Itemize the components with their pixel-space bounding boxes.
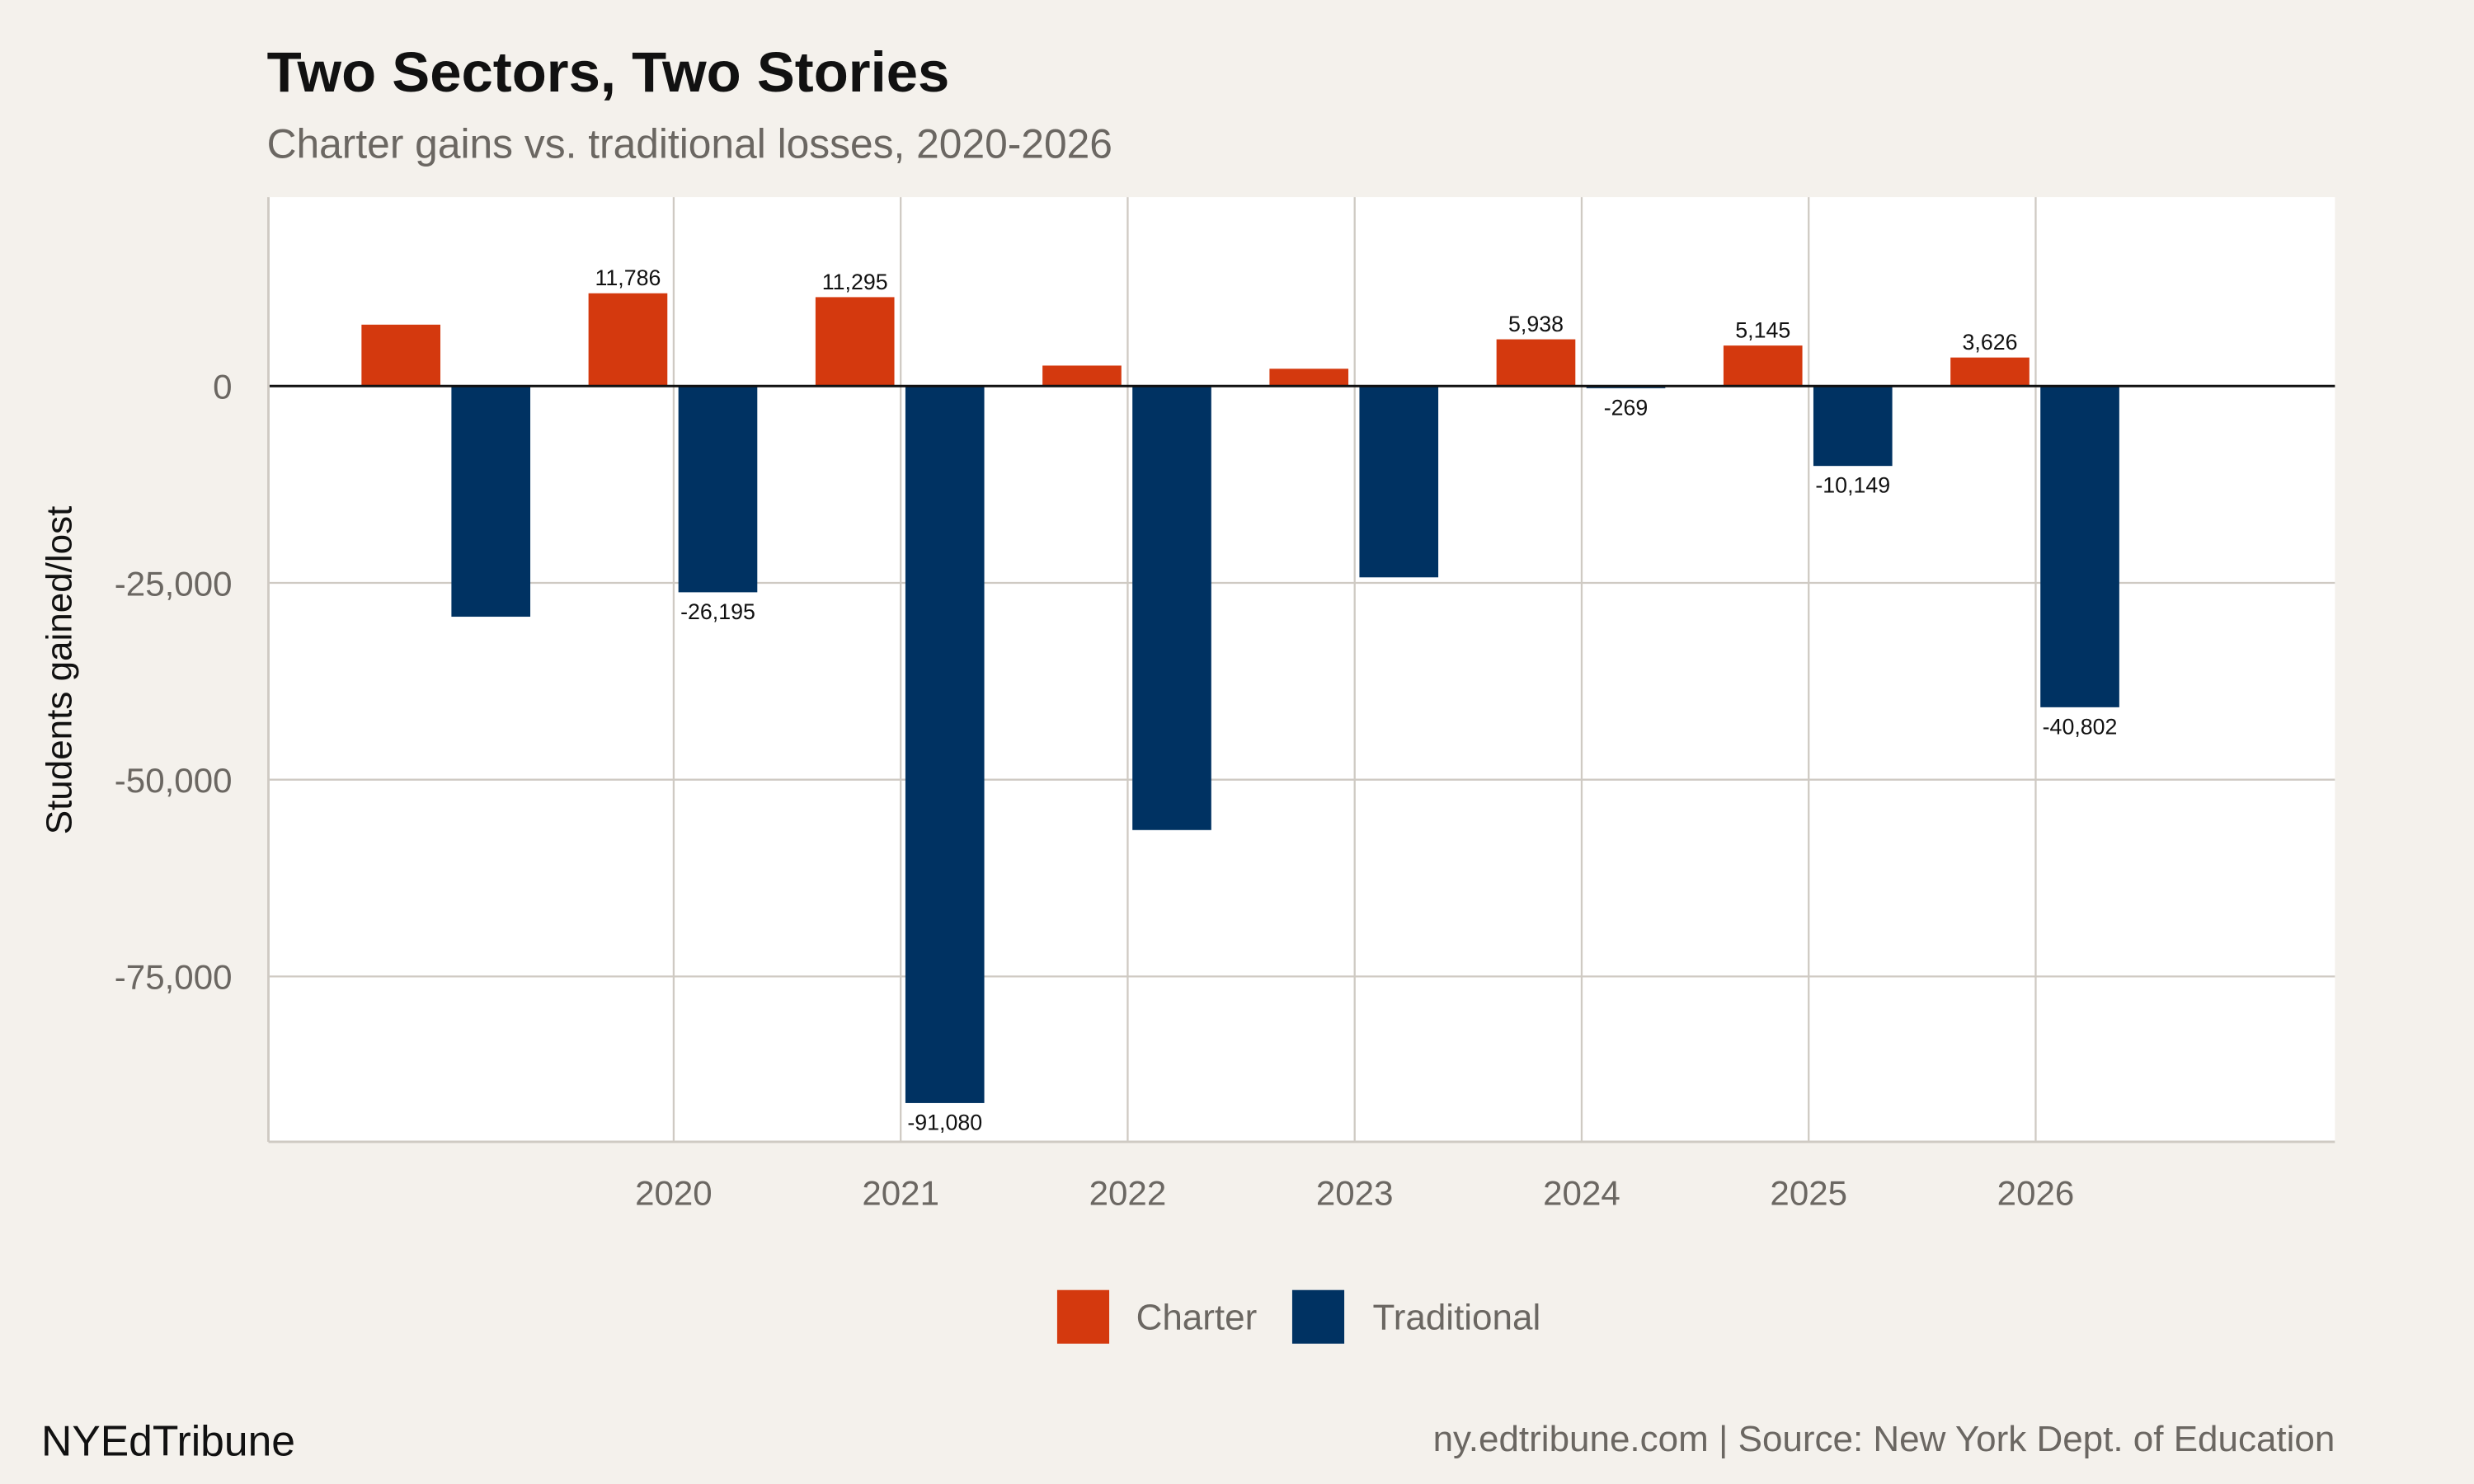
- x-tick-label: 2020: [635, 1173, 713, 1212]
- bar-traditional-2023: [1359, 386, 1439, 578]
- data-label-traditional-2021: -91,080: [907, 1110, 982, 1134]
- bar-charter-2022: [1042, 365, 1122, 387]
- y-tick-label: -25,000: [115, 564, 233, 603]
- x-tick-label: 2022: [1089, 1173, 1167, 1212]
- x-tick-label: 2023: [1316, 1173, 1394, 1212]
- brand-name: NYEdTribune: [41, 1417, 295, 1465]
- bar-traditional-2022: [1132, 386, 1211, 830]
- bar-traditional-2026: [2040, 386, 2119, 707]
- y-axis-label: Students gained/lost: [39, 506, 79, 835]
- legend-label-traditional: Traditional: [1373, 1298, 1541, 1338]
- legend-swatch-traditional: [1291, 1289, 1345, 1344]
- data-label-traditional-2024: -269: [1604, 395, 1649, 420]
- bar-charter-2023: [1269, 369, 1349, 387]
- plot-panel: [268, 197, 2335, 1142]
- y-tick-label: 0: [213, 368, 232, 406]
- bar-charter-2021: [815, 297, 895, 387]
- data-label-traditional-2020: -26,195: [680, 599, 755, 624]
- bar-traditional-2025: [1813, 386, 1893, 467]
- x-tick-label: 2026: [1997, 1173, 2075, 1212]
- bar-charter-2020: [588, 293, 668, 387]
- y-tick-label: -50,000: [115, 761, 233, 800]
- source-note: ny.edtribune.com | Source: New York Dept…: [1433, 1419, 2335, 1459]
- legend-label-charter: Charter: [1136, 1298, 1258, 1338]
- data-label-traditional-2026: -40,802: [2043, 714, 2118, 739]
- bar-charter-2024: [1496, 339, 1576, 387]
- data-label-charter-2026: 3,626: [1963, 330, 2018, 355]
- y-tick-label: -75,000: [115, 958, 233, 997]
- bar-traditional-2021: [905, 386, 985, 1103]
- x-tick-label: 2024: [1543, 1173, 1620, 1212]
- axes: 0 -25,000 -50,000 -75,000 2020 2021 2022 2023 20…: [115, 197, 2335, 1212]
- bar-charter-2025: [1723, 345, 1803, 387]
- x-tick-label: 2021: [862, 1173, 939, 1212]
- bar-charter-2026: [1950, 357, 2030, 387]
- data-label-charter-2021: 11,295: [822, 270, 888, 294]
- bar-traditional-2020: [678, 386, 758, 593]
- legend-swatch-charter: [1056, 1289, 1110, 1344]
- bar-charter-2019: [361, 324, 441, 387]
- bar-traditional-2019: [451, 386, 531, 618]
- chart-title: Two Sectors, Two Stories: [267, 40, 950, 104]
- bars: 11,786 11,295 5,938 5,145 3,626 -26,195 -91,08…: [268, 265, 2335, 1134]
- data-label-charter-2025: 5,145: [1735, 318, 1790, 343]
- x-tick-label: 2025: [1770, 1173, 1847, 1212]
- data-label-traditional-2025: -10,149: [1815, 473, 1890, 498]
- data-label-charter-2020: 11,786: [595, 265, 661, 290]
- legend: Charter Traditional: [1056, 1289, 1541, 1344]
- chart-subtitle: Charter gains vs. traditional losses, 20…: [267, 120, 1112, 167]
- grid: [268, 197, 2335, 1142]
- data-label-charter-2024: 5,938: [1508, 312, 1564, 336]
